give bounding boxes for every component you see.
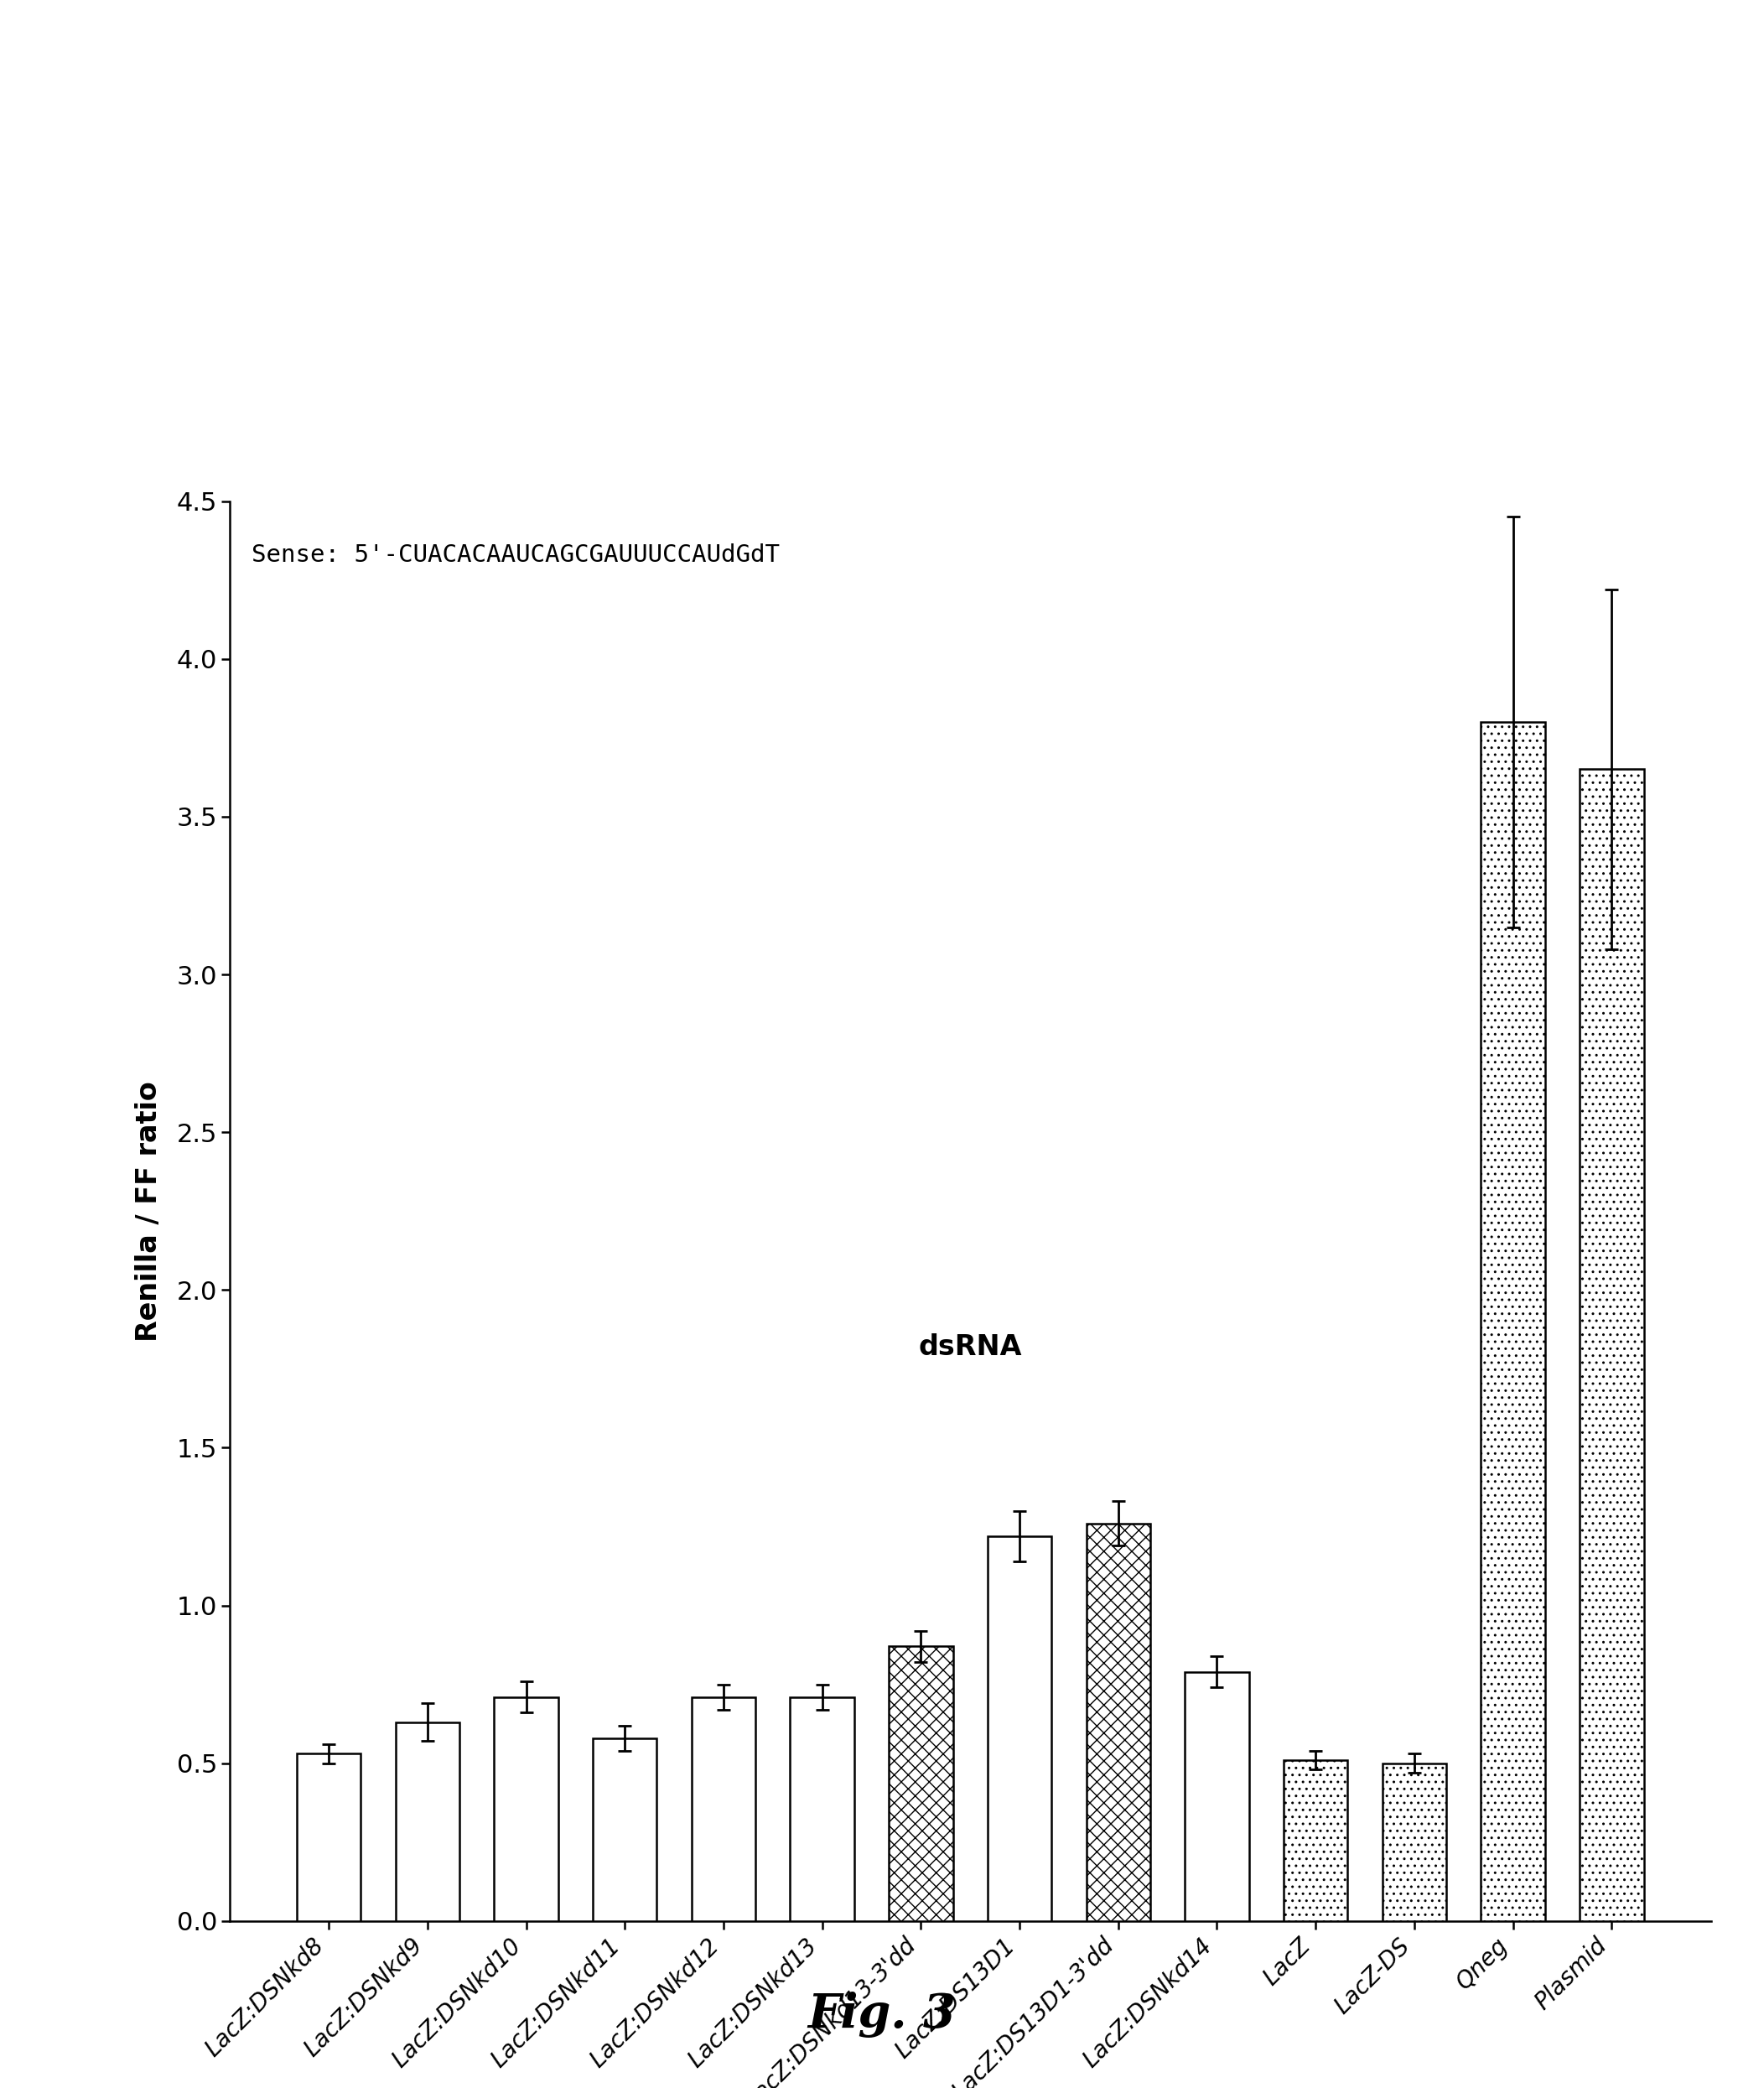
- Bar: [790, 1698, 854, 1921]
- Text: Sense: 5'-CUACACAAUCAGCGAUUUCCAUdGdT: Sense: 5'-CUACACAAUCAGCGAUUUCCAUdGdT: [252, 543, 780, 568]
- Text: dsRNA: dsRNA: [919, 1332, 1021, 1361]
- Bar: [1284, 1760, 1348, 1921]
- Bar: [889, 1647, 953, 1921]
- Bar: [1087, 1524, 1150, 1921]
- Bar: [494, 1698, 557, 1921]
- Bar: [1579, 768, 1644, 1921]
- Bar: [593, 1737, 656, 1921]
- Text: Fig. 3: Fig. 3: [808, 1992, 956, 2038]
- Bar: [988, 1537, 1051, 1921]
- Bar: [691, 1698, 755, 1921]
- Bar: [1383, 1762, 1446, 1921]
- Y-axis label: Renilla / FF ratio: Renilla / FF ratio: [134, 1082, 162, 1340]
- Bar: [296, 1754, 362, 1921]
- Bar: [395, 1723, 459, 1921]
- Bar: [1185, 1672, 1249, 1921]
- Bar: [1482, 722, 1545, 1921]
